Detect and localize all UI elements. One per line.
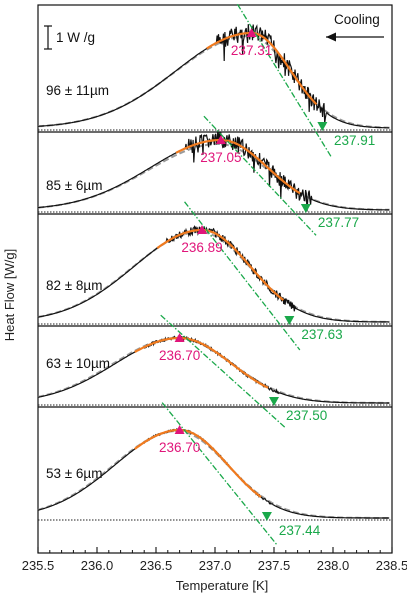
fit-curve: [206, 31, 318, 106]
panel: 237.31 237.91 96 ± 11µm: [37, 3, 392, 157]
cooling-indicator: Cooling: [326, 12, 384, 42]
onset-marker: [261, 512, 272, 521]
x-tick-label: 236.5: [140, 558, 173, 573]
peak-marker: [174, 333, 185, 342]
onset-marker: [317, 122, 328, 131]
x-axis-title: Temperature [K]: [176, 578, 269, 593]
scale-bar-label: 1 W /g: [56, 30, 95, 45]
onset-marker: [269, 397, 279, 406]
model-curve: [37, 35, 390, 129]
onset-label: 237.91: [334, 133, 375, 148]
peak-label: 236.89: [181, 240, 222, 255]
x-tick-label: 236.0: [81, 558, 114, 573]
peak-label: 236.70: [159, 348, 200, 363]
measured-curve: [37, 225, 390, 323]
peak-marker: [246, 28, 257, 37]
peak-label: 237.31: [231, 43, 272, 58]
peak-label: 236.70: [159, 440, 200, 455]
onset-label: 237.50: [286, 408, 327, 423]
x-tick-label: 237.5: [258, 558, 291, 573]
onset-marker: [300, 204, 311, 213]
onset-tangent: [236, 3, 332, 157]
panel: 236.70 237.44 53 ± 6µm: [37, 402, 392, 546]
fit-curve: [134, 428, 262, 498]
peak-label: 237.05: [200, 150, 241, 165]
onset-tangent: [160, 314, 286, 429]
onset-label: 237.77: [318, 215, 359, 230]
onset-label: 237.63: [301, 327, 342, 342]
measured-curve: [37, 132, 390, 212]
onset-tangent: [161, 402, 278, 546]
size-label: 82 ± 8µm: [46, 278, 102, 293]
fit-curve: [134, 336, 269, 389]
plot-area: 235.5 236.0 236.5 237.0 237.5 238.0 238.5 237.3…: [22, 3, 407, 573]
onset-label: 237.44: [279, 523, 321, 538]
y-axis-title: Heat Flow [W/g]: [2, 249, 17, 341]
size-label: 85 ± 6µm: [46, 178, 102, 193]
peak-marker: [197, 225, 208, 234]
panel: 236.89 237.63 82 ± 8µm: [37, 201, 392, 351]
onset-tangent: [203, 115, 317, 236]
cooling-label: Cooling: [334, 12, 380, 27]
onset-marker: [284, 316, 295, 325]
x-tick-label: 238.5: [376, 558, 407, 573]
x-tick-label: 235.5: [22, 558, 55, 573]
size-label: 53 ± 6µm: [46, 466, 102, 481]
fit-curve: [156, 228, 285, 301]
arrow-left-icon: [326, 32, 336, 42]
onset-tangent: [184, 201, 301, 351]
x-tick-label: 238.0: [317, 558, 350, 573]
size-label: 63 ± 10µm: [46, 356, 110, 371]
peak-marker: [174, 425, 185, 434]
panel: 236.70 237.50 63 ± 10µm: [37, 314, 392, 429]
x-tick-label: 237.0: [199, 558, 232, 573]
scale-bar: 1 W /g: [44, 25, 95, 50]
fit-curve: [175, 138, 301, 195]
peak-marker: [215, 135, 226, 144]
size-label: 96 ± 11µm: [46, 83, 109, 98]
panel: 237.05 237.77 85 ± 6µm: [37, 115, 392, 236]
